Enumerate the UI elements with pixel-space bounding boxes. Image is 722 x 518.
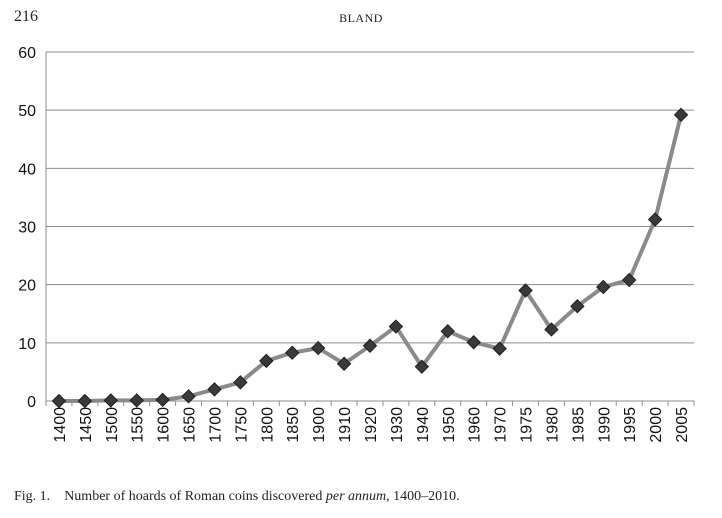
- x-tick-label: 1400: [52, 407, 69, 443]
- data-point-marker: [103, 393, 119, 408]
- x-tick-label: 1900: [311, 407, 328, 443]
- data-point-marker: [129, 393, 144, 408]
- data-point-marker: [207, 382, 222, 397]
- x-tick-label: 1450: [78, 407, 95, 443]
- y-tick-label: 50: [18, 103, 36, 120]
- data-point-marker: [285, 345, 300, 360]
- figure-caption: Fig. 1. Number of hoards of Roman coins d…: [14, 489, 460, 505]
- caption-italic: per annum: [325, 489, 387, 504]
- x-tick-label: 1700: [207, 407, 224, 443]
- running-head: BLAND: [339, 11, 383, 25]
- line-chart: 0 10 20 30 40 50 60 1400 1450 1500 1550 1600 1650 170…: [18, 45, 695, 443]
- data-point-marker: [544, 322, 559, 337]
- data-point-marker: [440, 323, 455, 339]
- x-tick-label: 1500: [104, 407, 121, 443]
- y-tick-label: 40: [18, 161, 36, 178]
- x-tick-label: 1960: [467, 407, 484, 443]
- data-point-marker: [362, 338, 378, 353]
- x-tick-label: 1995: [622, 407, 639, 443]
- x-tick-label: 1985: [570, 407, 587, 443]
- x-tick-label: 1980: [544, 407, 561, 443]
- data-point-marker: [518, 283, 533, 298]
- data-point-marker: [647, 212, 663, 227]
- caption-label: Fig. 1.: [14, 489, 51, 504]
- data-point-marker: [388, 319, 404, 334]
- data-point-marker: [259, 353, 274, 369]
- y-tick-label: 20: [18, 278, 36, 295]
- data-point-marker: [77, 393, 93, 409]
- y-tick-label: 30: [18, 220, 36, 237]
- x-tick-label: 1930: [389, 407, 406, 443]
- y-tick-label: 0: [27, 394, 36, 411]
- data-point-marker: [155, 392, 170, 408]
- x-tick-label: 1800: [259, 407, 276, 443]
- data-point-marker: [336, 356, 352, 371]
- data-point-marker: [466, 335, 481, 350]
- x-tick-label: 1940: [415, 407, 432, 443]
- y-tick-label: 60: [18, 45, 36, 62]
- data-point-marker: [673, 107, 689, 123]
- caption-text-end: , 1400–2010.: [386, 489, 460, 504]
- x-tick-label: 1600: [156, 407, 173, 443]
- data-point-marker: [570, 298, 585, 314]
- data-point-marker: [181, 389, 196, 404]
- data-point-marker: [596, 279, 611, 295]
- y-tick-label: 10: [18, 336, 36, 353]
- data-point-marker: [51, 393, 67, 409]
- x-tick-label: 1975: [519, 407, 536, 443]
- x-tick-label: 1550: [130, 407, 147, 443]
- x-tick-label: 1750: [233, 407, 250, 443]
- data-point-marker: [414, 359, 430, 374]
- x-tick-label: 1910: [337, 407, 354, 443]
- caption-text: Number of hoards of Roman coins discover…: [64, 489, 326, 504]
- data-point-marker: [621, 272, 637, 288]
- data-point-marker: [492, 341, 507, 356]
- x-tick-label: 1650: [182, 407, 199, 443]
- data-point-marker: [310, 340, 326, 356]
- x-tick-label: 1850: [285, 407, 302, 443]
- x-tick-label: 1920: [363, 407, 380, 443]
- x-tick-label: 1970: [493, 407, 510, 443]
- data-point-marker: [233, 375, 248, 390]
- x-tick-label: 1950: [441, 407, 458, 443]
- page-number: 216: [14, 8, 38, 25]
- x-tick-label: 2005: [674, 407, 691, 443]
- x-tick-label: 2000: [648, 407, 665, 443]
- x-tick-label: 1990: [596, 407, 613, 443]
- series-line: [56, 112, 684, 403]
